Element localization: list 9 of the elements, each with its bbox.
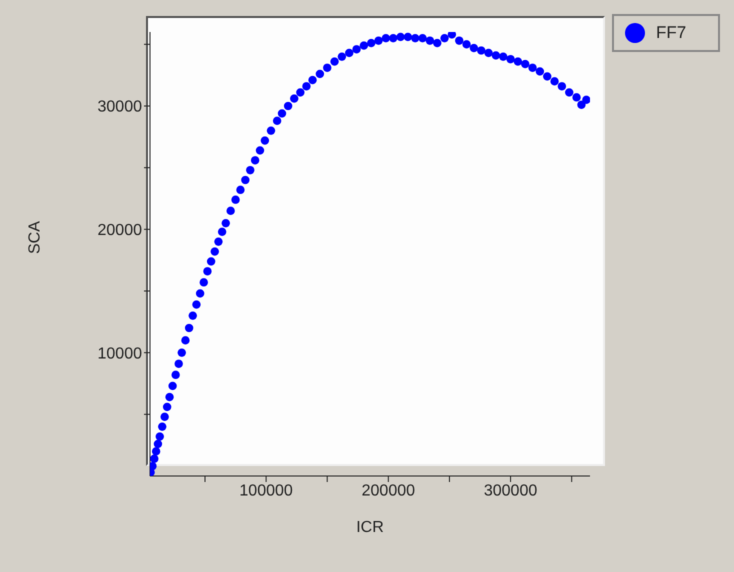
y-axis-title: SCA [26, 220, 44, 254]
y-tick-label: 30000 [98, 98, 142, 116]
x-tick-label: 200000 [362, 482, 416, 500]
x-tick-label: 300000 [484, 482, 538, 500]
y-tick-label: 20000 [98, 222, 142, 240]
y-tick-label: 10000 [98, 345, 142, 362]
legend-label: FF7 [656, 23, 686, 43]
x-axis-title: ICR [356, 519, 384, 536]
x-tick-label: 100000 [239, 482, 293, 500]
